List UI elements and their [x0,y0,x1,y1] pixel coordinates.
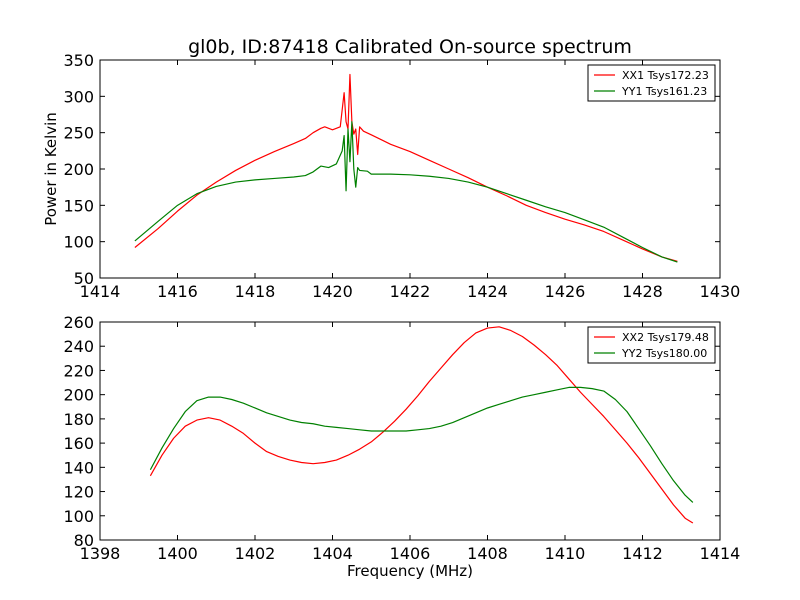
top-legend-label: XX1 Tsys172.23 [622,69,709,82]
top-legend-label: YY1 Tsys161.23 [621,85,707,98]
bottom-x-tick-label: 1400 [157,544,198,563]
top-series-line-2 [134,121,678,263]
top-x-tick-label: 1418 [235,282,276,301]
top-y-tick-label: 150 [63,196,94,215]
bottom-x-tick-label: 1398 [80,544,121,563]
bottom-y-tick-label: 220 [63,361,94,380]
bottom-x-tick-label: 1406 [390,544,431,563]
bottom-y-tick-label: 140 [63,458,94,477]
bottom-y-tick-label: 200 [63,386,94,405]
top-y-tick-label: 100 [63,233,94,252]
bottom-y-tick-label: 160 [63,434,94,453]
bottom-y-tick-label: 240 [63,337,94,356]
top-x-tick-label: 1422 [390,282,431,301]
bottom-y-tick-label: 80 [74,531,94,550]
bottom-legend-label: XX2 Tsys179.48 [622,331,709,344]
top-x-tick-label: 1420 [312,282,353,301]
bottom-x-tick-label: 1414 [700,544,741,563]
bottom-legend: XX2 Tsys179.48 YY2 Tsys180.00 [587,326,716,364]
bottom-spectrum-plot: 1398 1400 1402 1404 1406 1408 1410 1412 1414 80 10… [63,313,740,563]
bottom-x-tick-label: 1412 [622,544,663,563]
top-y-tick-label: 250 [63,124,94,143]
top-y-tick-label: 200 [63,160,94,179]
bottom-y-tick-label: 120 [63,483,94,502]
bottom-series-line-1 [149,326,694,524]
bottom-y-tick-label: 100 [63,507,94,526]
top-y-tick-label: 300 [63,87,94,106]
top-y-tick-label: 50 [74,269,94,288]
bottom-series-line-2 [149,386,694,503]
top-x-tick-label: 1430 [700,282,741,301]
top-x-tick-label: 1416 [157,282,198,301]
bottom-x-tick-label: 1408 [467,544,508,563]
top-x-tick-label: 1426 [545,282,586,301]
bottom-y-tick-label: 260 [63,313,94,332]
top-x-tick-label: 1428 [622,282,663,301]
top-legend: XX1 Tsys172.23 YY1 Tsys161.23 [587,64,716,102]
bottom-legend-box [587,326,716,364]
top-legend-box [587,64,716,102]
bottom-legend-label: YY2 Tsys180.00 [621,347,707,360]
top-series-line-1 [134,73,678,262]
top-spectrum-plot: 1414 1416 1418 1420 1422 1424 1426 1428 1430 50 10… [63,51,740,301]
chart-title: gl0b, ID:87418 Calibrated On-source spec… [188,36,632,58]
bottom-x-tick-label: 1404 [312,544,353,563]
bottom-x-tick-label: 1402 [235,544,276,563]
bottom-y-tick-label: 180 [63,410,94,429]
top-x-tick-label: 1414 [80,282,121,301]
top-x-tick-label: 1424 [467,282,508,301]
top-y-axis-label: Power in Kelvin [42,112,60,226]
bottom-x-tick-label: 1410 [545,544,586,563]
top-y-tick-label: 350 [63,51,94,70]
bottom-x-axis-label: Frequency (MHz) [347,562,473,580]
